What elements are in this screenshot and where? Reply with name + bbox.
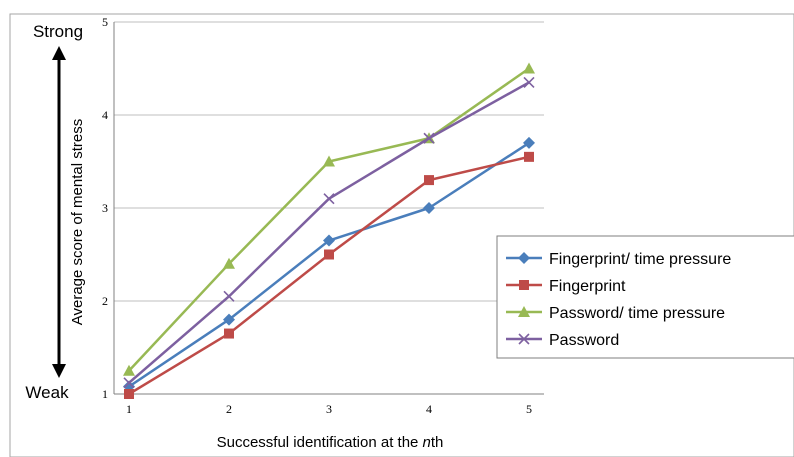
legend-item-3: Password <box>506 332 619 349</box>
series-group <box>123 62 535 399</box>
x-axis-title: Successful identification at the nth <box>217 434 444 451</box>
series-1 <box>124 151 534 399</box>
arrow-down-icon <box>52 364 66 378</box>
series-1-point-1 <box>224 328 234 339</box>
legend-marker-3 <box>518 333 530 345</box>
legend-marker-0 <box>518 252 530 264</box>
legend-item-2: Password/ time pressure <box>506 305 725 322</box>
series-3-point-1 <box>223 290 235 302</box>
series-3-point-3 <box>423 132 435 144</box>
legend-marker-1 <box>519 280 529 290</box>
series-1-point-2 <box>324 249 334 260</box>
axes <box>113 22 544 395</box>
series-2-point-2 <box>323 155 335 167</box>
series-2-point-4 <box>523 62 535 74</box>
legend: Fingerprint/ time pressure Fingerprint Pas… <box>496 235 794 359</box>
series-3-point-4 <box>523 76 535 89</box>
y-tick-labels: 1 2 3 4 5 <box>102 15 108 401</box>
y-tick-label-2: 3 <box>102 201 108 215</box>
arrow-up-icon <box>52 46 66 60</box>
strong-label: Strong <box>33 22 83 41</box>
legend-label-0: Fingerprint/ time pressure <box>549 251 731 268</box>
legend-label-2: Password/ time pressure <box>549 305 725 322</box>
legend-label-3: Password <box>549 332 619 349</box>
x-tick-label-3: 4 <box>426 402 432 416</box>
series-1-point-4 <box>524 151 534 162</box>
y-tick-label-4: 5 <box>102 15 108 29</box>
series-3-point-2 <box>323 193 335 205</box>
series-3 <box>123 76 535 389</box>
y-tick-label-3: 4 <box>102 108 108 122</box>
series-0-point-2 <box>323 234 335 247</box>
x-tick-label-0: 1 <box>126 402 132 416</box>
x-tick-label-1: 2 <box>226 402 232 416</box>
series-1-point-0 <box>124 389 134 399</box>
legend-label-1: Fingerprint <box>549 278 626 295</box>
series-1-point-3 <box>424 175 434 186</box>
legend-item-0: Fingerprint/ time pressure <box>506 251 731 268</box>
series-2-point-0 <box>123 364 135 376</box>
series-0-point-4 <box>523 136 535 149</box>
legend-marker-2 <box>518 306 530 317</box>
x-tick-label-2: 3 <box>326 402 332 416</box>
y-tick-label-1: 2 <box>102 294 108 308</box>
series-2-point-1 <box>223 257 235 269</box>
legend-box <box>496 235 794 359</box>
series-3-point-0 <box>123 377 135 389</box>
series-0-point-3 <box>423 202 435 214</box>
x-tick-labels: 1 2 3 4 5 <box>126 402 532 416</box>
x-tick-label-4: 5 <box>526 402 532 416</box>
double-arrow <box>52 46 66 378</box>
weak-label: Weak <box>25 383 69 402</box>
y-tick-label-0: 1 <box>102 387 108 401</box>
legend-item-1: Fingerprint <box>506 278 626 295</box>
series-0-point-1 <box>223 313 235 326</box>
y-axis-title: Average score of mental stress <box>69 119 86 325</box>
